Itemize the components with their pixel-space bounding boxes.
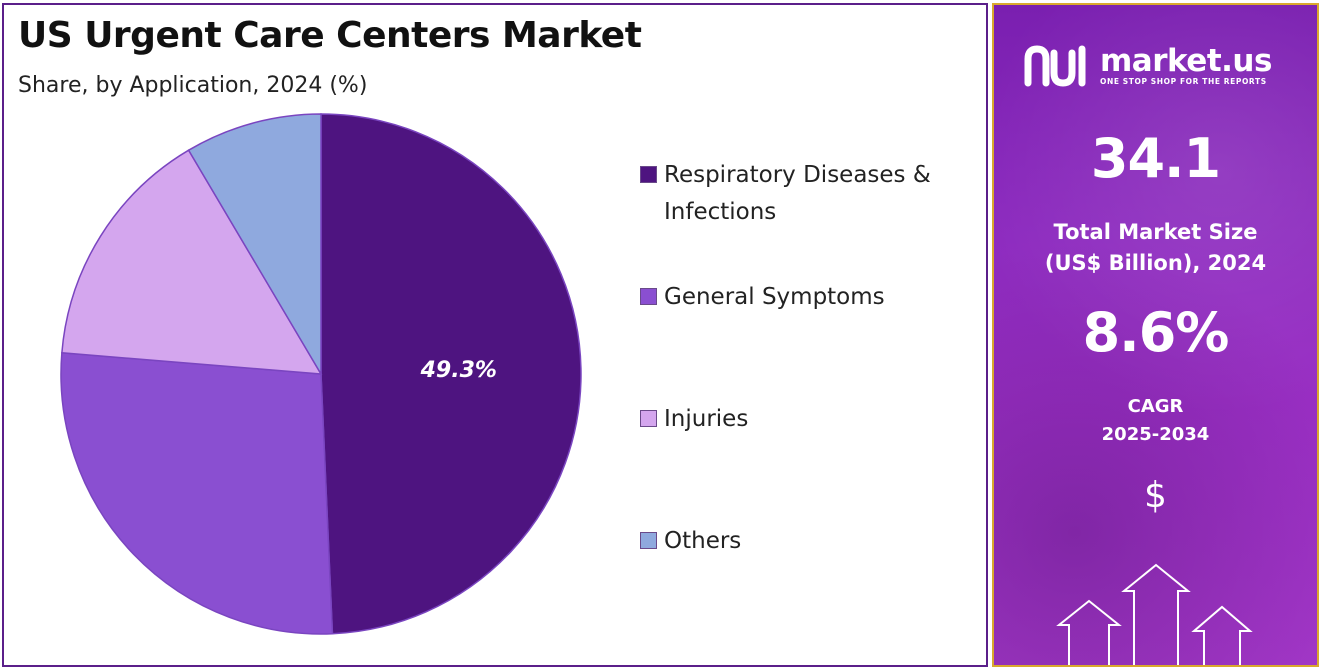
market-size-label-line2: (US$ Billion), 2024 — [1044, 251, 1267, 275]
pie-slice-injuries — [61, 149, 323, 375]
brand-tagline: ONE STOP SHOP FOR THE REPORTS — [1100, 76, 1267, 86]
pie-slice-others — [187, 113, 322, 377]
legend-item-others: Others — [640, 523, 964, 560]
pie-data-label: 49.3% — [420, 358, 497, 383]
market-size-value: 34.1 — [1090, 127, 1221, 190]
dollar-icon: $ — [1144, 475, 1167, 516]
market-size-label-line1: Total Market Size — [1053, 220, 1258, 244]
legend-item-respiratory: Respiratory Diseases & Infections — [640, 157, 964, 231]
legend-swatch — [640, 532, 657, 549]
brand: market.us ONE STOP SHOP FOR THE REPORTS — [1024, 43, 1272, 87]
legend-swatch — [640, 166, 657, 183]
growth-arrows-icon — [1056, 563, 1253, 665]
legend-label: General Symptoms — [664, 284, 885, 310]
legend-swatch — [640, 288, 657, 305]
background-overlay — [994, 5, 1317, 665]
chart-panel: US Urgent Care Centers Market Share, by … — [2, 3, 988, 667]
legend-item-general-symptoms: General Symptoms — [640, 279, 964, 316]
market-us-logo-icon — [1024, 45, 1086, 87]
cagr-value: 8.6% — [1082, 301, 1230, 364]
pie-slice-general-symptoms — [60, 351, 334, 635]
legend-label: Others — [664, 528, 742, 554]
chart-subtitle: Share, by Application, 2024 (%) — [18, 73, 368, 98]
legend-swatch — [640, 410, 657, 427]
pie-slice-respiratory — [320, 113, 582, 635]
brand-name: market.us — [1100, 42, 1272, 79]
legend-label: Injuries — [664, 406, 749, 432]
legend-item-injuries: Injuries — [640, 401, 964, 438]
legend-label: Respiratory Diseases & Infections — [664, 162, 931, 225]
info-panel: market.us ONE STOP SHOP FOR THE REPORTS … — [992, 3, 1319, 667]
pie-chart: 49.3% — [60, 113, 582, 635]
chart-title: US Urgent Care Centers Market — [18, 15, 642, 56]
cagr-label-line2: 2025-2034 — [1101, 424, 1210, 445]
cagr-label-line1: CAGR — [1127, 396, 1184, 417]
